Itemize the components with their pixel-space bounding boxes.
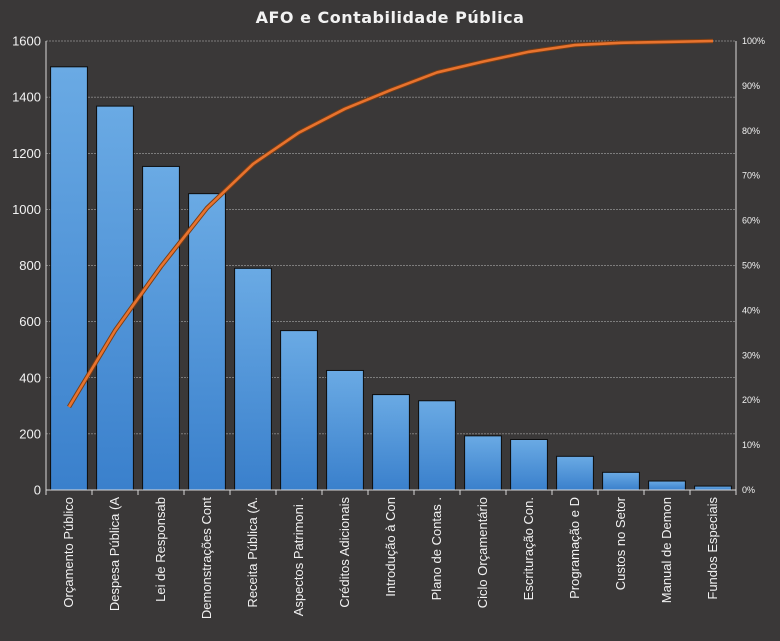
axes xyxy=(45,41,737,495)
y2-tick-label: 40% xyxy=(742,305,760,315)
bar xyxy=(372,394,410,491)
y-tick-label: 0 xyxy=(34,483,41,498)
bar xyxy=(694,485,732,491)
y2-tick-label: 90% xyxy=(742,81,760,91)
cumulative-line-layer xyxy=(67,38,714,409)
y2-tick-label: 60% xyxy=(742,216,760,226)
y-tick-label: 1200 xyxy=(12,146,41,161)
bar xyxy=(188,193,226,491)
y2-tick-label: 80% xyxy=(742,126,760,136)
x-tick-label: Demonstrações Cont xyxy=(199,497,214,619)
y-tick-label: 1600 xyxy=(12,34,41,49)
bar xyxy=(602,471,640,491)
y2-tick-label: 50% xyxy=(742,261,760,271)
bar xyxy=(50,66,88,491)
chart-title: AFO e Contabilidade Pública xyxy=(256,8,525,27)
bar xyxy=(648,480,686,491)
y-tick-label: 800 xyxy=(19,258,41,273)
x-tick-label: Escrituração Con. xyxy=(521,497,536,600)
x-tick-label: Programação e D xyxy=(567,497,582,599)
x-tick-label: Ciclo Orçamentário xyxy=(475,497,490,608)
x-axis-ticks: Orçamento Público Despesa Pública (A Lei d… xyxy=(61,496,720,619)
bar xyxy=(418,400,456,491)
bar xyxy=(510,438,548,491)
bar xyxy=(326,369,364,491)
x-tick-label: Manual de Demon xyxy=(659,497,674,603)
bar xyxy=(280,330,318,491)
bar xyxy=(142,165,180,491)
x-tick-label: Receita Pública (A. xyxy=(245,497,260,608)
bar xyxy=(234,267,272,491)
y2-tick-label: 30% xyxy=(742,350,760,360)
bars xyxy=(50,66,732,491)
x-tick-label: Fundos Especiais xyxy=(705,497,720,600)
y2-tick-label: 10% xyxy=(742,440,760,450)
y-tick-label: 600 xyxy=(19,314,41,329)
secondary-y-axis-ticks: 0% 10% 20% 30% 40% 50% 60% 70% 80% 90% 100% xyxy=(742,36,765,495)
primary-y-axis-ticks: 0 200 400 600 800 1000 1200 1400 1600 xyxy=(12,34,41,498)
y2-tick-label: 70% xyxy=(742,171,760,181)
y-tick-label: 400 xyxy=(19,370,41,385)
y-tick-label: 1400 xyxy=(12,90,41,105)
bar xyxy=(464,435,502,491)
y-tick-label: 200 xyxy=(19,426,41,441)
x-tick-label: Custos no Setor xyxy=(613,496,628,590)
x-tick-label: Introdução à Con xyxy=(383,497,398,597)
y2-tick-label: 0% xyxy=(742,485,755,495)
y2-tick-label: 100% xyxy=(742,36,765,46)
x-tick-label: Despesa Pública (A xyxy=(107,497,122,611)
x-tick-label: Créditos Adicionais xyxy=(337,497,352,608)
x-tick-label: Orçamento Público xyxy=(61,497,76,608)
y-tick-label: 1000 xyxy=(12,202,41,217)
bar xyxy=(556,455,594,491)
bar xyxy=(96,105,134,491)
x-tick-label: Plano de Contas . xyxy=(429,497,444,600)
x-tick-label: Aspectos Patrimoni . xyxy=(291,497,306,616)
y2-tick-label: 20% xyxy=(742,395,760,405)
x-tick-label: Lei de Responsab xyxy=(153,497,168,602)
